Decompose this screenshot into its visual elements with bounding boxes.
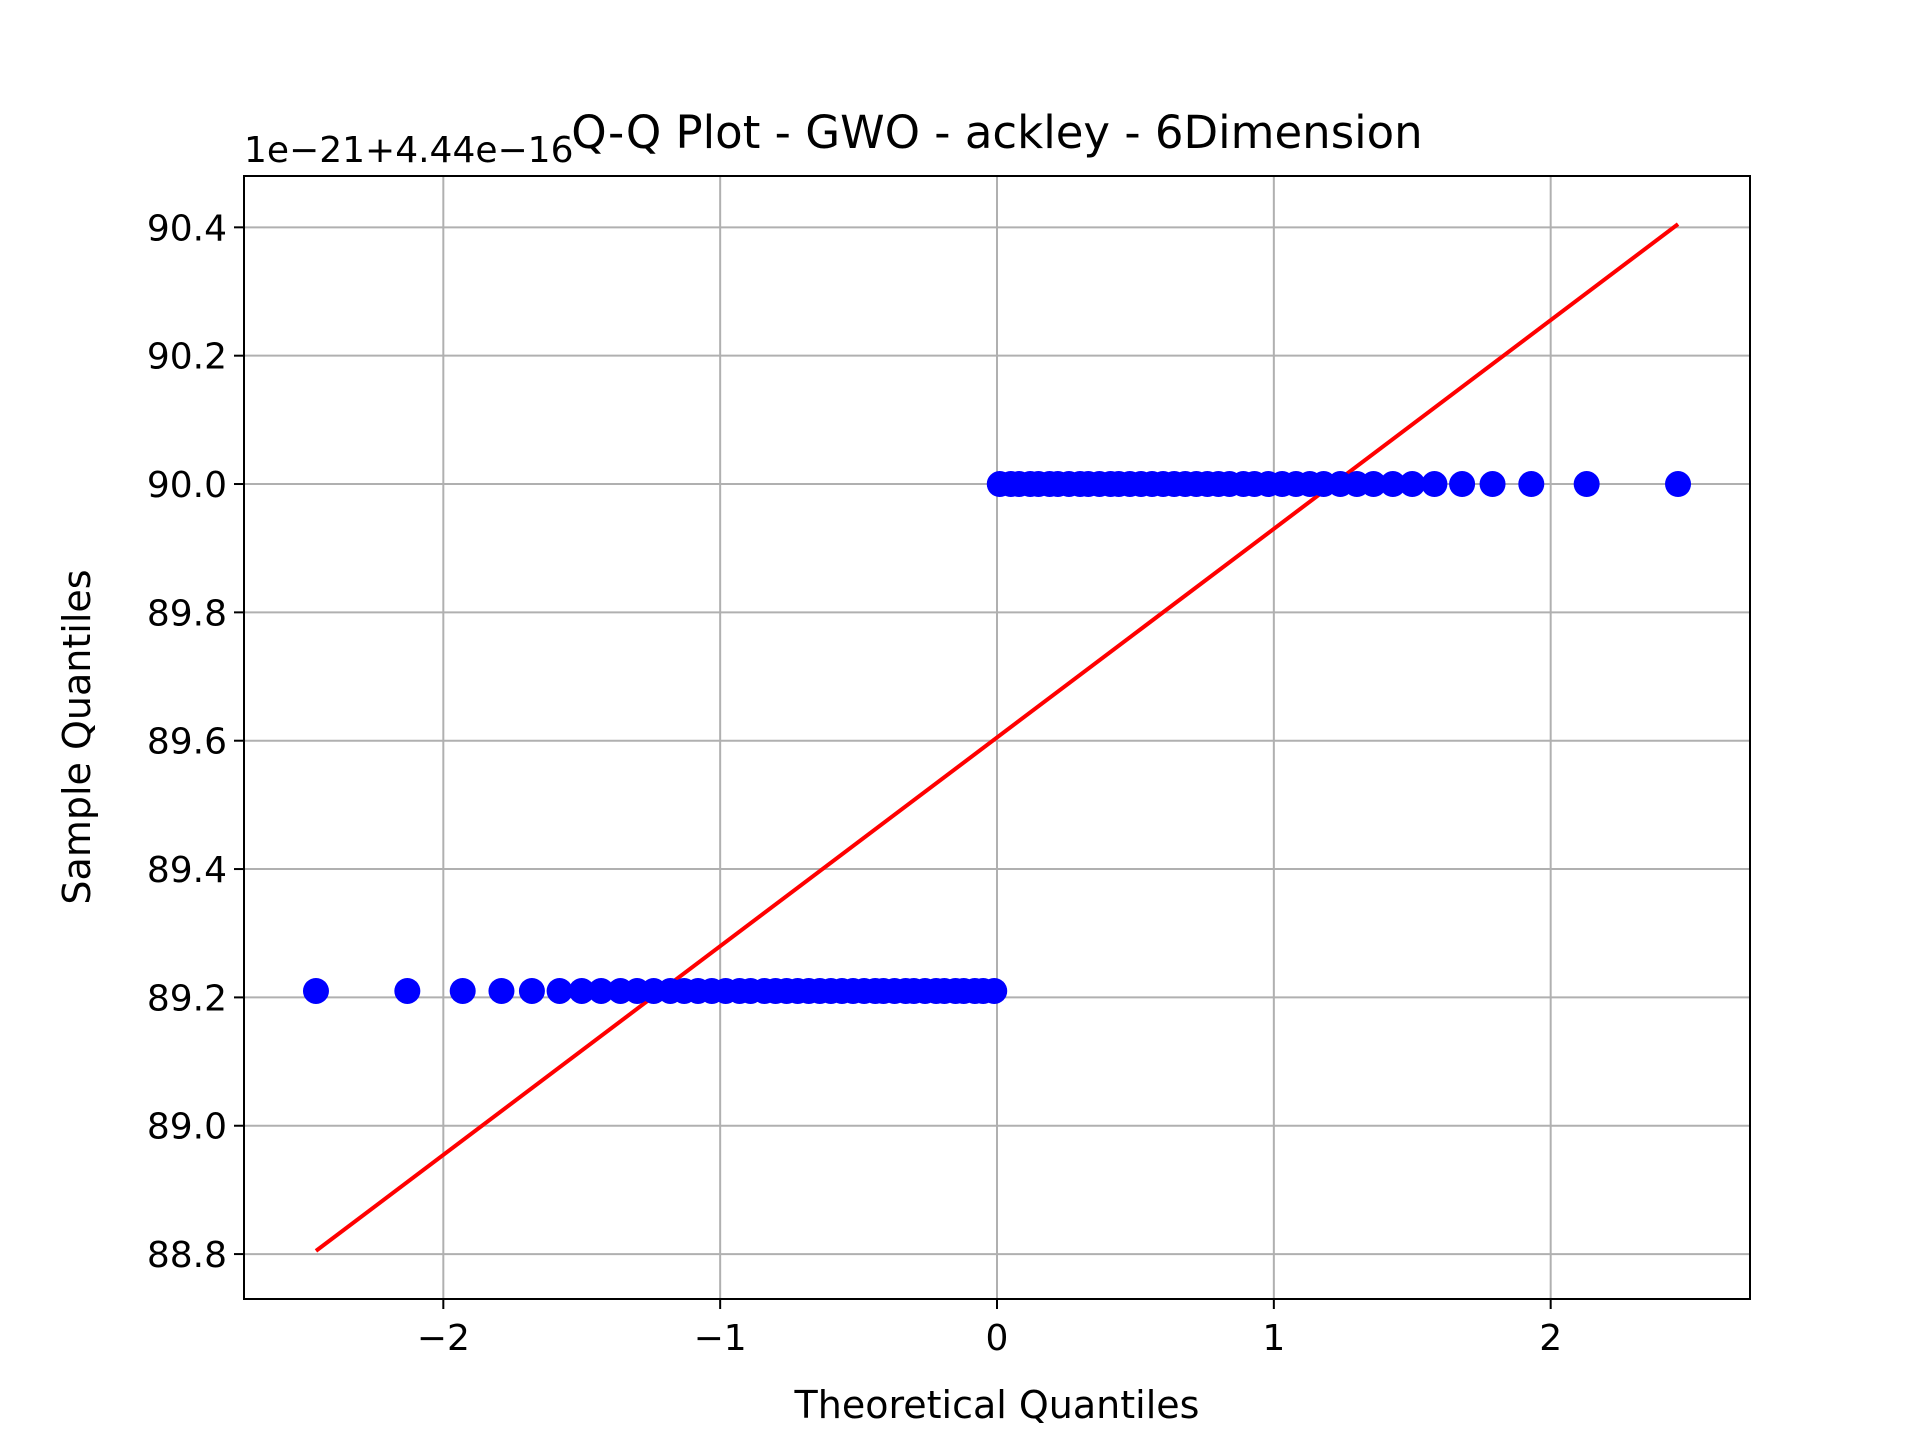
y-tick-label: 90.2 (147, 337, 227, 378)
data-point (302, 977, 329, 1004)
y-tick-label: 88.8 (147, 1235, 227, 1276)
data-point (1518, 471, 1545, 498)
data-points (302, 471, 1692, 1004)
data-point (1379, 471, 1406, 498)
x-tick-label: 1 (1262, 1318, 1285, 1359)
y-offset-label: 1e−21+4.44e−16 (244, 130, 573, 171)
chart-title: Q-Q Plot - GWO - ackley - 6Dimension (571, 106, 1422, 159)
y-tick-label: 89.4 (147, 850, 227, 891)
grid-lines (244, 176, 1750, 1299)
data-point (518, 977, 545, 1004)
y-axis-label: Sample Quantiles (55, 569, 99, 904)
x-tick-label: 0 (986, 1318, 1009, 1359)
x-tick-label: 2 (1539, 1318, 1562, 1359)
data-point (981, 977, 1008, 1004)
y-tick-label: 89.0 (147, 1107, 227, 1148)
x-tick-label: −1 (694, 1318, 747, 1359)
data-point (1421, 471, 1448, 498)
x-axis-label: Theoretical Quantiles (794, 1383, 1200, 1427)
data-point (1399, 471, 1426, 498)
data-point (568, 977, 595, 1004)
data-point (449, 977, 476, 1004)
data-point (488, 977, 515, 1004)
data-point (588, 977, 615, 1004)
reference-line (314, 222, 1680, 1253)
data-point (1665, 471, 1692, 498)
data-point (394, 977, 421, 1004)
data-point (1449, 471, 1476, 498)
y-tick-label: 90.0 (147, 465, 227, 506)
y-axis-ticks: 88.8 89.0 89.2 89.4 89.6 89.8 90.0 90.2 90.4 (147, 208, 244, 1276)
data-point (1360, 471, 1387, 498)
y-tick-label: 89.6 (147, 722, 227, 763)
y-tick-label: 90.4 (147, 208, 227, 249)
y-tick-label: 89.8 (147, 593, 227, 634)
x-tick-label: −2 (417, 1318, 470, 1359)
data-point (1573, 471, 1600, 498)
x-axis-ticks: −2 −1 0 1 2 (417, 1299, 1562, 1359)
y-tick-label: 89.2 (147, 978, 227, 1019)
data-point (546, 977, 573, 1004)
reference-line-layer (314, 222, 1680, 1253)
data-point (1479, 471, 1506, 498)
